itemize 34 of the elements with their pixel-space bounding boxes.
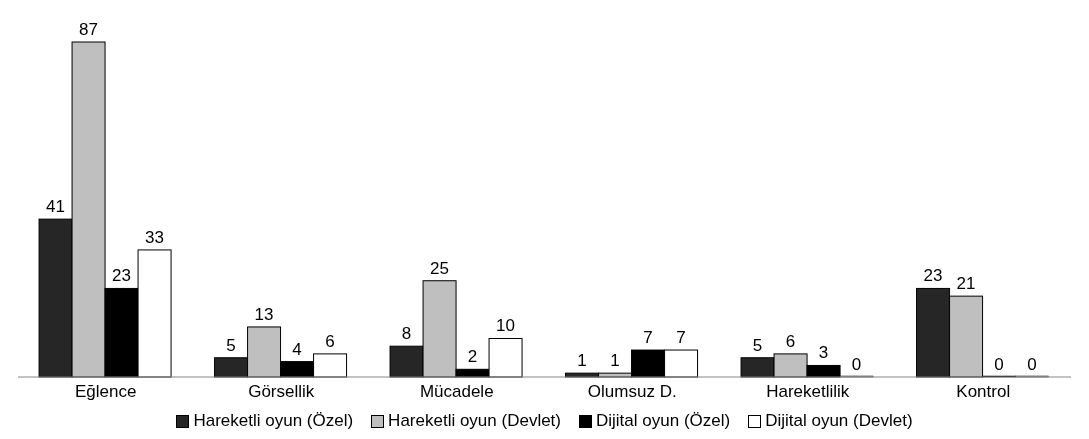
x-tick-label: Kontrol [956, 382, 1011, 402]
data-label: 6 [785, 331, 796, 351]
data-label: 1 [577, 351, 587, 371]
data-label: 5 [752, 335, 763, 355]
legend-label: Dijital oyun (Özel) [596, 411, 731, 431]
x-tick-label: Mücadele [419, 382, 494, 402]
legend-label: Dijital oyun (Devlet) [765, 411, 913, 431]
data-label: 0 [994, 355, 1004, 374]
data-label: 23 [112, 266, 132, 286]
legend-label: Hareketli oyun (Devlet) [388, 411, 562, 431]
legend-label: Hareketli oyun (Özel) [193, 411, 354, 431]
data-label: 1 [610, 351, 620, 371]
data-label: 5 [226, 335, 236, 355]
data-label: 33 [145, 227, 165, 247]
data-label: 0 [1027, 355, 1037, 374]
x-tick-label: Görsellik [248, 382, 315, 402]
data-label: 25 [430, 258, 450, 278]
data-label: 41 [46, 197, 66, 217]
data-label: 2 [467, 347, 478, 367]
data-label: 21 [956, 274, 976, 294]
x-tick-label: Olumsuz D. [587, 382, 677, 402]
x-tick-label: Eğlence [75, 382, 137, 402]
data-label: 7 [676, 328, 686, 348]
data-label: 10 [496, 316, 516, 336]
data-label: 13 [254, 304, 274, 324]
data-label: 7 [643, 328, 653, 348]
data-label: 0 [851, 355, 862, 374]
data-label: 23 [923, 266, 943, 286]
x-tick-label: Hareketlilik [766, 382, 850, 402]
data-label: 87 [79, 20, 99, 39]
data-label: 4 [292, 339, 302, 359]
data-label: 6 [325, 331, 335, 351]
data-label: 8 [401, 324, 412, 344]
data-label: 3 [818, 343, 829, 363]
